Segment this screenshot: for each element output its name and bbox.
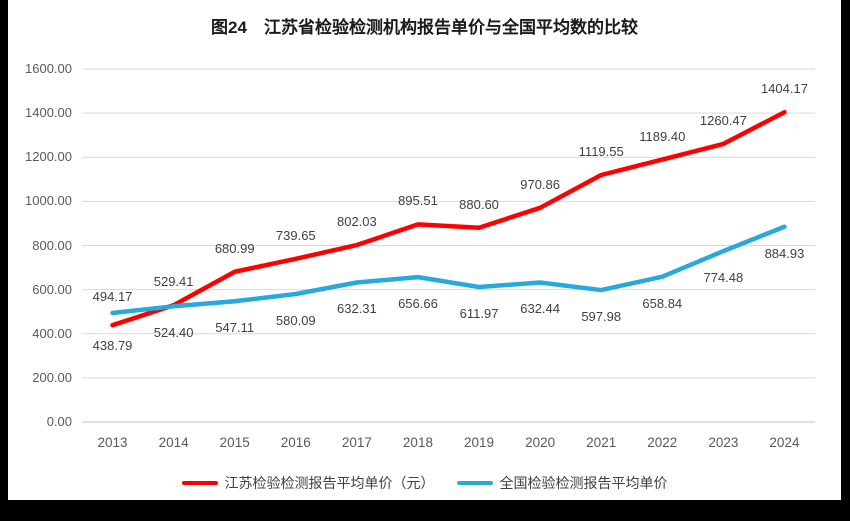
y-tick-label: 1400.00 [25,105,72,121]
x-tick-label: 2019 [464,435,495,450]
data-label: 494.17 [92,288,133,304]
data-label: 658.84 [642,295,683,311]
data-label: 1260.47 [699,112,747,128]
y-tick-label: 0.00 [46,414,72,429]
data-label: 739.65 [275,227,316,243]
x-tick-label: 2022 [647,435,678,450]
data-label: 547.11 [215,320,255,336]
x-tick-label: 2014 [158,435,189,450]
y-tick-label: 1200.00 [25,149,72,165]
x-tick-label: 2018 [402,435,433,450]
data-label: 970.86 [520,176,560,192]
legend: 江苏检验检测报告平均单价（元） 全国检验检测报告平均单价 [8,472,841,494]
chart-canvas [8,0,841,500]
x-tick-label: 2015 [219,435,250,450]
x-tick-label: 2020 [525,435,556,450]
x-tick-label: 2016 [280,435,311,450]
data-label: 656.66 [398,296,438,312]
data-label: 680.99 [214,240,255,256]
legend-item-jiangsu: 江苏检验检测报告平均单价（元） [181,473,435,493]
y-tick-label: 600.00 [32,281,72,297]
chart-title: 图24 江苏省检验检测机构报告单价与全国平均数的比较 [211,18,638,37]
legend-label-national: 全国检验检测报告平均单价 [499,475,668,491]
data-label: 438.79 [92,338,133,354]
data-label: 880.60 [459,196,499,212]
series-line-national [110,224,787,316]
data-label: 580.09 [275,313,316,329]
data-label: 524.40 [153,325,194,341]
data-label: 1189.40 [639,128,686,144]
data-label: 774.48 [703,270,744,286]
data-label: 611.97 [459,305,499,321]
data-label: 1404.17 [760,81,808,97]
x-tick-label: 2024 [769,435,800,450]
y-tick-label: 200.00 [32,369,72,385]
series-line-jiangsu [110,109,787,328]
data-label: 632.44 [520,301,560,317]
legend-line-blue-icon [456,481,493,485]
data-label: 884.93 [764,245,805,261]
legend-item-national: 全国检验检测报告平均单价 [456,473,668,493]
data-label: 632.31 [336,301,377,317]
data-label: 597.98 [581,309,622,325]
data-label: 802.03 [336,214,377,230]
legend-label-jiangsu: 江苏检验检测报告平均单价（元） [224,475,435,491]
y-tick-label: 1600.00 [25,61,72,76]
x-tick-label: 2023 [708,435,739,450]
y-tick-label: 400.00 [32,325,72,341]
x-tick-label: 2013 [97,435,128,450]
x-tick-label: 2021 [586,435,617,450]
legend-line-red-icon [181,481,218,485]
data-label: 529.41 [153,274,194,290]
x-tick-label: 2017 [341,435,372,450]
data-label: 895.51 [398,193,438,209]
y-tick-label: 1000.00 [25,193,72,209]
y-tick-label: 800.00 [32,237,72,253]
data-label: 1119.55 [578,143,624,159]
